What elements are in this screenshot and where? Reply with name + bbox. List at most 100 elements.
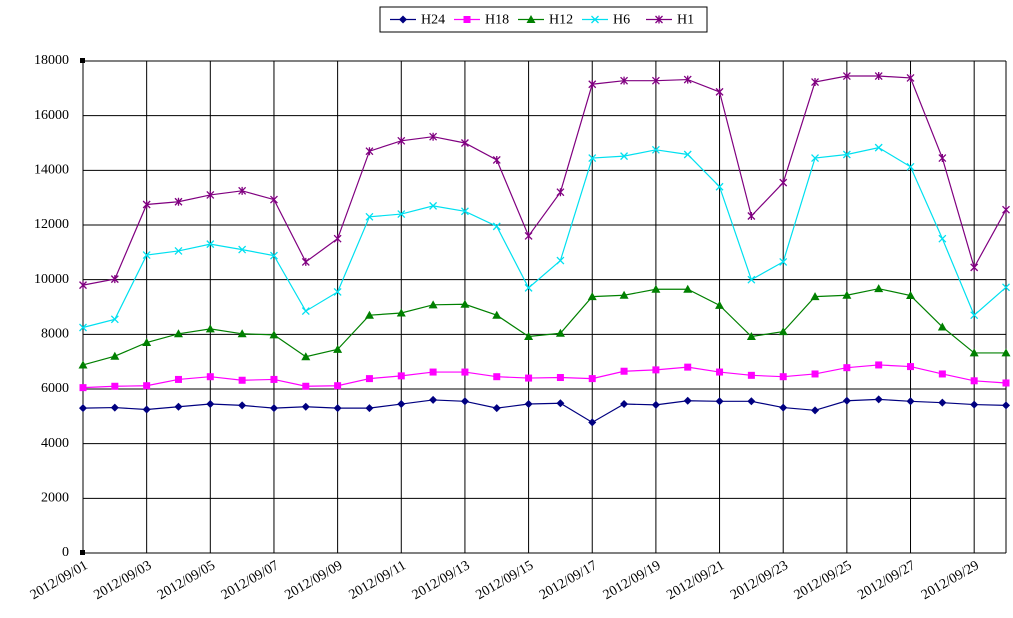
data-point: [907, 363, 915, 371]
legend-marker: [399, 15, 407, 24]
data-point: [683, 150, 692, 159]
data-point: [1002, 379, 1010, 387]
data-point: [524, 283, 533, 292]
data-point: [588, 418, 597, 427]
data-point: [302, 382, 310, 390]
data-point: [460, 139, 469, 147]
data-point: [174, 247, 183, 255]
data-point: [938, 370, 946, 378]
data-point: [173, 329, 183, 338]
data-point: [651, 400, 660, 409]
y-tick-label: 0: [62, 545, 69, 560]
data-point: [588, 154, 597, 162]
data-point: [811, 78, 819, 87]
x-tick-label: 2012/09/21: [664, 558, 727, 603]
data-point: [174, 375, 182, 383]
data-point: [556, 399, 565, 408]
data-point: [174, 402, 183, 411]
x-tick-label: 2012/09/29: [919, 558, 982, 603]
legend-label: H6: [613, 13, 630, 28]
data-point: [587, 292, 597, 301]
data-point: [492, 404, 501, 413]
data-point: [238, 376, 246, 384]
data-point: [238, 401, 247, 410]
data-point: [364, 310, 374, 319]
data-point: [301, 352, 311, 361]
data-point: [779, 257, 788, 266]
data-point: [874, 72, 883, 81]
data-point: [237, 329, 247, 338]
data-point: [269, 330, 279, 339]
data-point: [779, 403, 788, 412]
data-point: [238, 245, 247, 254]
data-point: [842, 396, 851, 405]
data-point: [206, 373, 214, 381]
legend-label: H18: [485, 13, 509, 28]
data-point: [843, 364, 851, 372]
x-tick-label: 2012/09/15: [473, 558, 536, 603]
data-point: [970, 263, 979, 272]
data-point: [365, 212, 374, 221]
data-point: [270, 251, 278, 260]
x-tick-label: 2012/09/03: [92, 558, 155, 603]
x-tick-label: 2012/09/01: [28, 558, 91, 603]
data-point: [301, 307, 310, 316]
axis-end: [80, 550, 85, 555]
data-point: [683, 396, 692, 405]
x-tick-label: 2012/09/07: [219, 558, 282, 603]
data-point: [747, 397, 756, 406]
data-point: [205, 324, 215, 333]
axis-end: [80, 58, 85, 63]
x-tick-label: 2012/09/27: [855, 558, 918, 603]
data-point: [683, 284, 693, 293]
x-tick-label: 2012/09/17: [537, 558, 600, 603]
data-point: [397, 210, 406, 219]
data-point: [492, 222, 501, 231]
y-tick-label: 8000: [41, 327, 69, 342]
data-point: [206, 240, 215, 249]
data-point: [397, 372, 405, 380]
series-line: [82, 147, 1007, 329]
data-point: [651, 284, 661, 293]
data-point: [747, 371, 755, 379]
data-point: [492, 155, 501, 164]
legend-label: H1: [677, 13, 694, 28]
y-tick-label: 14000: [34, 163, 69, 178]
data-point: [110, 403, 119, 412]
x-tick-label: 2012/09/11: [347, 558, 409, 603]
data-point: [111, 382, 119, 390]
data-point: [779, 178, 788, 187]
data-point: [270, 195, 278, 204]
data-point: [524, 231, 533, 240]
data-point: [428, 300, 438, 309]
data-point: [875, 361, 883, 369]
legend-marker: [591, 15, 599, 24]
data-point: [588, 375, 596, 383]
data-point: [715, 300, 725, 309]
y-tick-label: 10000: [34, 272, 69, 287]
data-point: [970, 311, 979, 320]
data-point: [811, 154, 819, 162]
data-point: [78, 360, 88, 369]
data-point: [301, 402, 310, 411]
legend-label: H24: [421, 13, 445, 28]
data-point: [334, 382, 342, 390]
data-point: [906, 73, 915, 82]
data-point: [620, 367, 628, 375]
series-line: [82, 288, 1006, 366]
data-point: [301, 257, 310, 266]
data-point: [429, 395, 438, 404]
data-point: [555, 328, 565, 337]
data-point: [874, 284, 884, 293]
data-point: [906, 397, 915, 406]
data-point: [143, 382, 151, 390]
data-point: [365, 375, 373, 383]
data-point: [715, 87, 724, 96]
data-point: [716, 368, 724, 376]
y-tick-label: 18000: [34, 53, 69, 68]
legend-label: H12: [549, 13, 573, 28]
data-point: [715, 182, 724, 191]
data-point: [684, 363, 692, 371]
data-point: [842, 72, 851, 81]
